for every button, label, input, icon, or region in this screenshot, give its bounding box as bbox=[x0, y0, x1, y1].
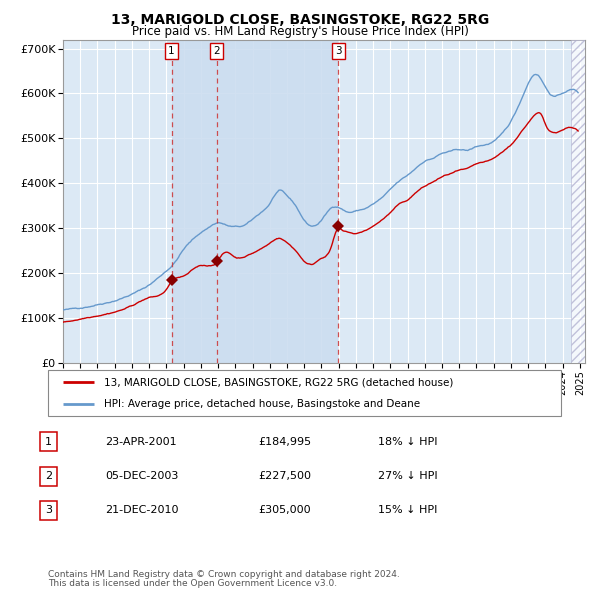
Bar bbox=[172, 40, 338, 363]
Text: 13, MARIGOLD CLOSE, BASINGSTOKE, RG22 5RG: 13, MARIGOLD CLOSE, BASINGSTOKE, RG22 5R… bbox=[111, 13, 489, 27]
Text: HPI: Average price, detached house, Basingstoke and Deane: HPI: Average price, detached house, Basi… bbox=[104, 398, 421, 408]
Text: Price paid vs. HM Land Registry's House Price Index (HPI): Price paid vs. HM Land Registry's House … bbox=[131, 25, 469, 38]
Text: 21-DEC-2010: 21-DEC-2010 bbox=[105, 506, 179, 515]
Text: 1: 1 bbox=[168, 46, 175, 56]
Text: 15% ↓ HPI: 15% ↓ HPI bbox=[378, 506, 437, 515]
FancyBboxPatch shape bbox=[40, 432, 57, 451]
Text: 3: 3 bbox=[335, 46, 341, 56]
Text: This data is licensed under the Open Government Licence v3.0.: This data is licensed under the Open Gov… bbox=[48, 579, 337, 588]
Text: 23-APR-2001: 23-APR-2001 bbox=[105, 437, 176, 447]
Text: 3: 3 bbox=[45, 506, 52, 515]
Text: 13, MARIGOLD CLOSE, BASINGSTOKE, RG22 5RG (detached house): 13, MARIGOLD CLOSE, BASINGSTOKE, RG22 5R… bbox=[104, 378, 454, 388]
Text: 27% ↓ HPI: 27% ↓ HPI bbox=[378, 471, 437, 481]
FancyBboxPatch shape bbox=[40, 467, 57, 486]
Text: £184,995: £184,995 bbox=[258, 437, 311, 447]
Text: Contains HM Land Registry data © Crown copyright and database right 2024.: Contains HM Land Registry data © Crown c… bbox=[48, 571, 400, 579]
Text: 18% ↓ HPI: 18% ↓ HPI bbox=[378, 437, 437, 447]
FancyBboxPatch shape bbox=[40, 501, 57, 520]
Text: 1: 1 bbox=[45, 437, 52, 447]
Text: 2: 2 bbox=[45, 471, 52, 481]
Text: 05-DEC-2003: 05-DEC-2003 bbox=[105, 471, 178, 481]
Text: 2: 2 bbox=[214, 46, 220, 56]
FancyBboxPatch shape bbox=[48, 370, 561, 416]
Text: £227,500: £227,500 bbox=[258, 471, 311, 481]
Text: £305,000: £305,000 bbox=[258, 506, 311, 515]
